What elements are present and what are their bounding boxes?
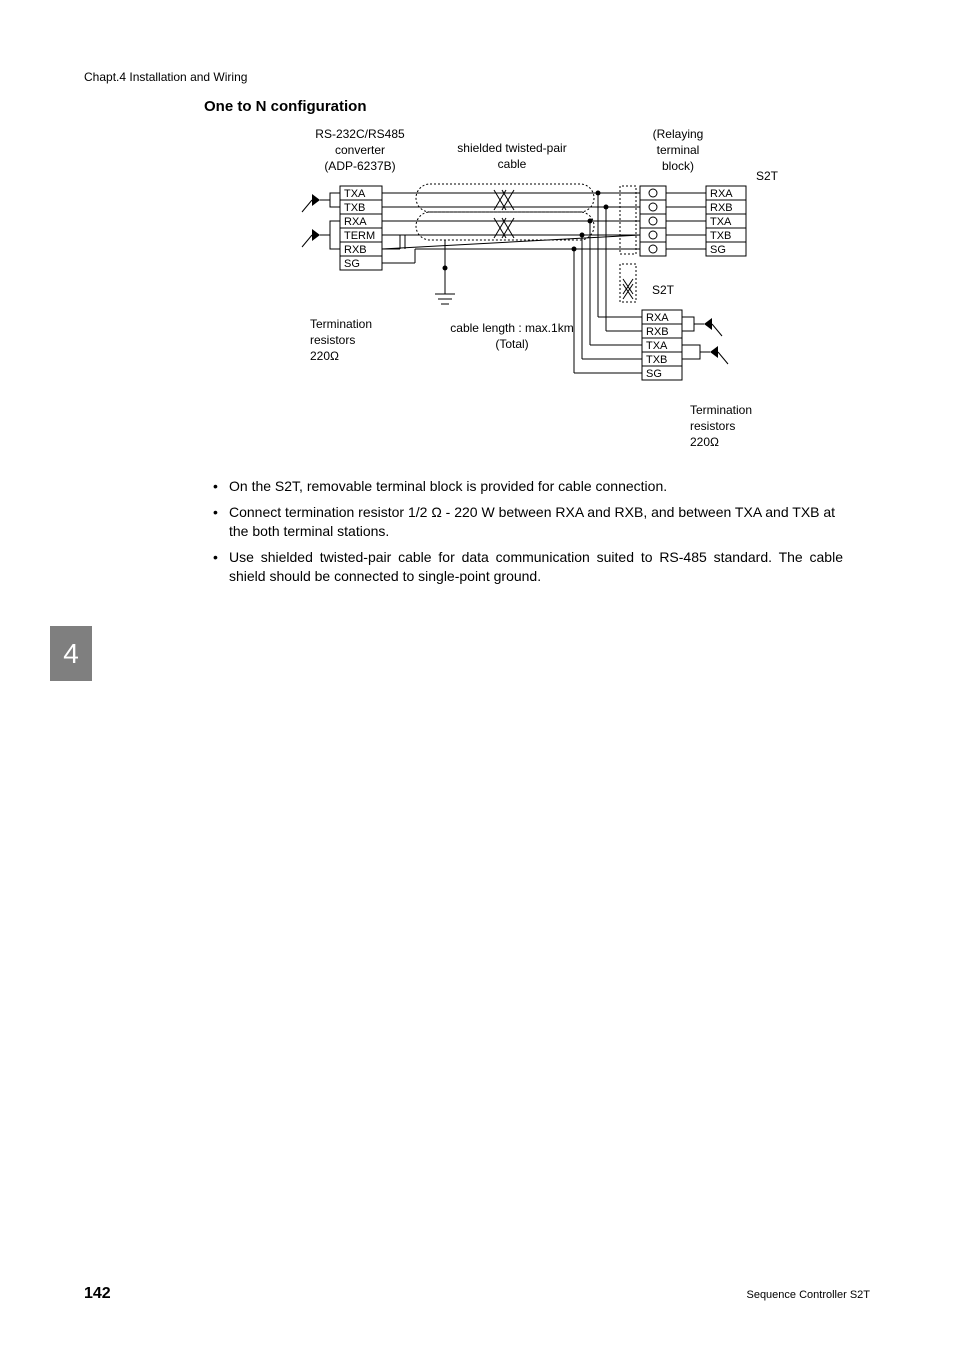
section-title: One to N configuration [204,98,367,115]
bullet-text: Use shielded twisted-pair cable for data… [229,548,843,587]
cable-footer-1: cable length : max.1km [450,321,573,335]
bullet-dot: • [213,503,229,542]
svg-text:SG: SG [646,368,662,380]
bullet-text: On the S2T, removable terminal block is … [229,477,843,497]
left-resistor-brackets [320,193,340,249]
svg-text:TERM: TERM [344,230,375,242]
vertical-drops [574,193,642,373]
bullet-item: • Use shielded twisted-pair cable for da… [213,548,843,587]
converter-terminals: TXA TXB RXA TERM RXB SG [340,186,382,270]
relay-header-2: terminal [657,143,700,157]
svg-text:RXA: RXA [344,216,367,228]
cable-footer-2: (Total) [495,337,528,351]
svg-text:SG: SG [344,258,360,270]
chapter-header: Chapt.4 Installation and Wiring [84,70,247,84]
relay-terminals: RXA RXB TXA TXB SG [640,186,746,256]
second-unit-terminals: RXA RXB TXA TXB SG [642,310,682,380]
page-number: 142 [84,1285,111,1303]
svg-text:TXB: TXB [710,230,731,242]
relay-device-label: S2T [756,169,779,183]
left-note-3: 220Ω [310,349,339,363]
left-note-1: Termination [310,317,372,331]
svg-text:RXB: RXB [646,326,669,338]
twist-marks [494,190,514,238]
svg-text:RXA: RXA [710,188,733,200]
svg-text:SG: SG [710,244,726,256]
svg-text:TXB: TXB [344,202,365,214]
left-note-2: resistors [310,333,355,347]
footer-text: Sequence Controller S2T [746,1289,870,1301]
converter-header-1: RS-232C/RS485 [315,127,405,141]
wiring-diagram: RS-232C/RS485 converter (ADP-6237B) TXA … [280,124,840,464]
chapter-tab: 4 [50,626,92,681]
bullet-dot: • [213,548,229,587]
svg-text:RXA: RXA [646,312,669,324]
right-arrows [704,318,728,364]
wires-main [382,193,666,263]
left-arrows [302,194,320,247]
shield-ground [435,240,455,304]
shield-outlines [416,184,636,302]
bullet-item: • Connect termination resistor 1/2 Ω - 2… [213,503,843,542]
converter-header-3: (ADP-6237B) [324,159,395,173]
cable-header-1: shielded twisted-pair [457,141,566,155]
svg-text:TXA: TXA [344,188,366,200]
relay-header-3: block) [662,159,694,173]
second-device-label: S2T [652,283,675,297]
svg-text:TXA: TXA [646,340,668,352]
cable-header-2: cable [498,157,527,171]
svg-text:TXB: TXB [646,354,667,366]
bullet-list: • On the S2T, removable terminal block i… [213,477,843,593]
bullet-dot: • [213,477,229,497]
svg-text:RXB: RXB [710,202,733,214]
relay-header-1: (Relaying [653,127,704,141]
svg-text:RXB: RXB [344,244,367,256]
right-note-1: Termination [690,403,752,417]
converter-header-2: converter [335,143,385,157]
bullet-text: Connect termination resistor 1/2 Ω - 220… [229,503,843,542]
right-note-2: resistors [690,419,735,433]
twist-vertical [623,279,633,299]
bullet-item: • On the S2T, removable terminal block i… [213,477,843,497]
junction-dots [443,191,609,271]
right-note-3: 220Ω [690,435,719,449]
svg-text:TXA: TXA [710,216,732,228]
